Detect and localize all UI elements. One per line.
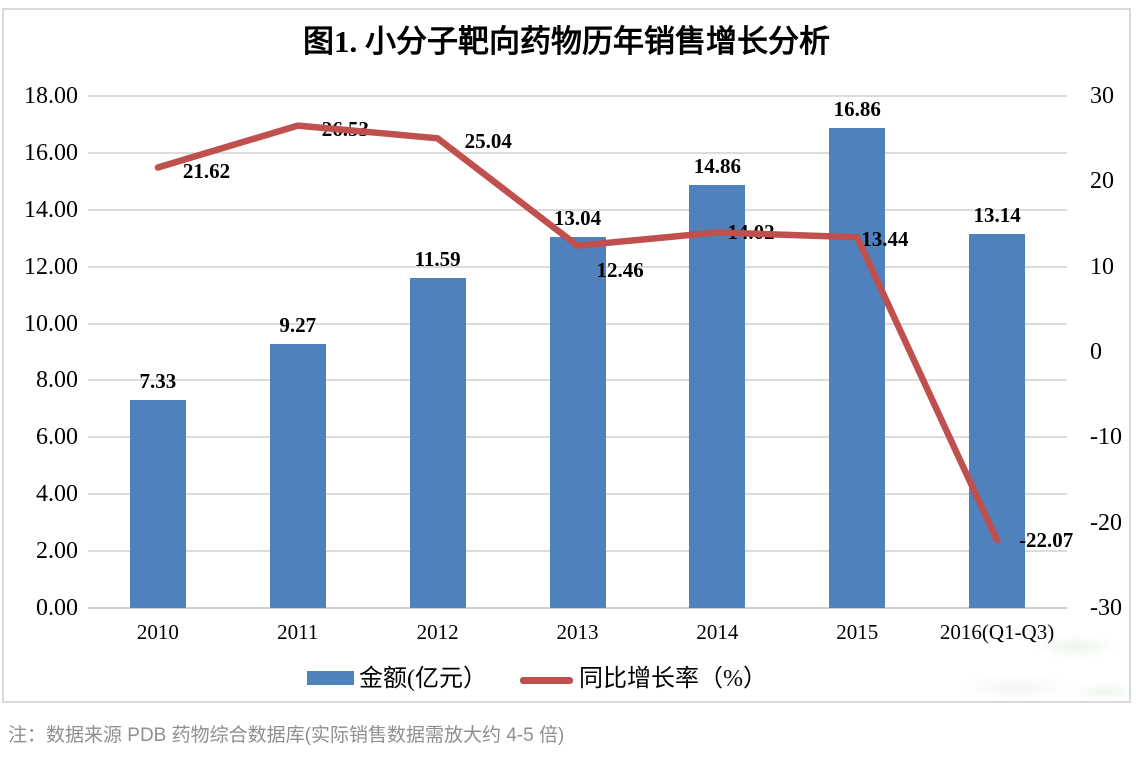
line-value-label: -22.07 — [1019, 528, 1074, 553]
bar-value-label: 14.86 — [693, 154, 741, 179]
left-axis-tick-label: 18.00 — [24, 83, 78, 109]
bar-value-label: 13.04 — [553, 206, 602, 231]
legend-bar-label: 金额(亿元） — [359, 666, 487, 692]
right-axis-tick-label: -30 — [1090, 595, 1122, 621]
bar-2013 — [549, 237, 606, 608]
left-axis-tick-label: 12.00 — [24, 253, 78, 280]
gridline — [88, 95, 1067, 97]
x-axis-category-label: 2012 — [416, 620, 459, 644]
line-value-label: 26.53 — [321, 116, 370, 141]
bar-2011 — [269, 344, 326, 608]
left-axis-tick-label: 4.00 — [36, 481, 78, 508]
bar-2016(Q1-Q3) — [969, 234, 1026, 608]
bar-2014 — [689, 185, 746, 608]
right-axis-tick-label: -20 — [1090, 509, 1122, 536]
left-axis-tick-label: 6.00 — [36, 424, 78, 451]
bar-2015 — [829, 128, 886, 608]
gridline — [88, 607, 1067, 609]
right-axis-tick-label: 10 — [1090, 253, 1114, 280]
chart-border-frame — [2, 8, 1131, 703]
x-axis-category-label: 2011 — [277, 620, 319, 644]
x-axis-category-label: 2014 — [696, 620, 739, 644]
left-axis-tick-label: 8.00 — [36, 367, 78, 394]
x-axis-category-label: 2013 — [556, 620, 599, 644]
source-note: 注：数据来源 PDB 药物综合数据库(实际销售数据需放大约 4-5 倍) — [8, 725, 565, 746]
legend-line-label: 同比增长率（%） — [579, 666, 767, 692]
x-axis-category-label: 2016(Q1-Q3) — [927, 621, 1067, 643]
bar-value-label: 16.86 — [833, 97, 881, 122]
bar-value-label: 13.14 — [973, 203, 1021, 228]
bar-value-label: 7.33 — [139, 368, 177, 393]
line-value-label: 21.62 — [182, 158, 231, 183]
bar-2012 — [409, 278, 466, 608]
left-axis-tick-label: 2.00 — [36, 538, 78, 565]
line-value-label: 25.04 — [464, 129, 512, 154]
left-axis-tick-label: 14.00 — [24, 196, 78, 223]
line-value-label: 12.46 — [596, 257, 644, 282]
x-axis-category-label: 2015 — [836, 620, 879, 644]
right-axis-tick-label: 0 — [1090, 339, 1102, 365]
bar-value-label: 11.59 — [414, 247, 461, 272]
line-value-label: 14.02 — [727, 220, 775, 245]
chart-title: 图1. 小分子靶向药物历年销售增长分析 — [303, 24, 830, 59]
bar-2010 — [129, 399, 186, 608]
right-axis-tick-label: -10 — [1090, 424, 1122, 451]
legend-line-swatch — [520, 677, 573, 684]
gridline — [88, 151, 1067, 154]
right-axis-tick-label: 30 — [1090, 83, 1114, 109]
bar-value-label: 9.27 — [279, 313, 317, 338]
legend-bar-swatch — [307, 671, 354, 685]
left-axis-tick-label: 0.00 — [36, 595, 78, 621]
watermark-remnant — [936, 620, 1136, 710]
line-value-label: 13.44 — [861, 227, 909, 252]
x-axis-category-label: 2010 — [136, 620, 179, 644]
right-axis-tick-label: 20 — [1090, 168, 1114, 195]
left-axis-tick-label: 10.00 — [24, 310, 78, 337]
left-axis-tick-label: 16.00 — [24, 139, 78, 166]
